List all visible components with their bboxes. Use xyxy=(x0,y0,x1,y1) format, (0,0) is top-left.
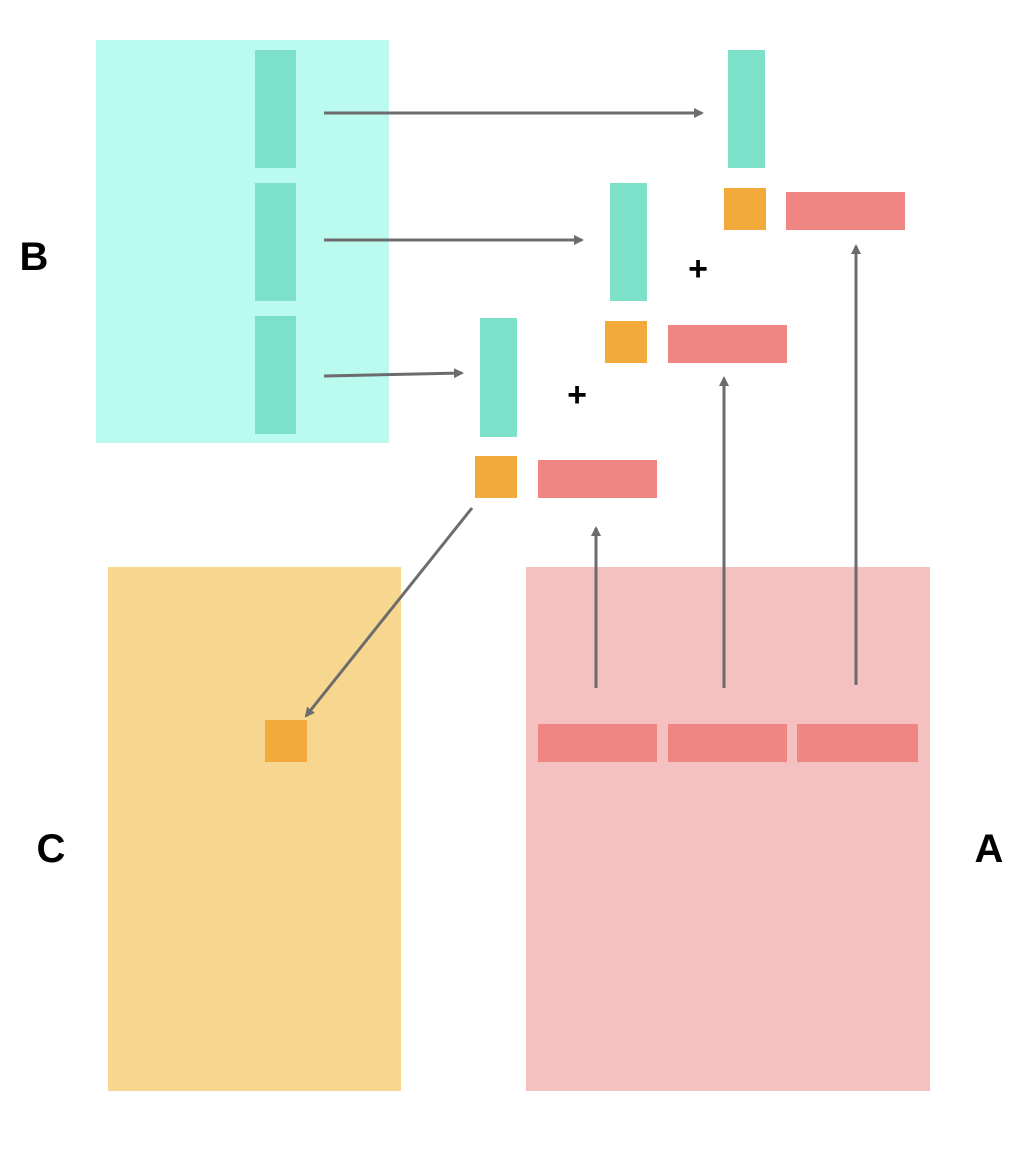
product-group-1-row xyxy=(538,460,657,498)
product-group-2-row xyxy=(668,325,787,363)
matrix-a-row-3 xyxy=(797,724,918,762)
product-group-3-row xyxy=(786,192,905,230)
matrix-a-row-2 xyxy=(668,724,787,762)
matrix-b-column-1 xyxy=(255,50,296,168)
matrix-a-background xyxy=(526,567,930,1091)
arrow-b-column-3 xyxy=(323,368,464,379)
product-group-2 xyxy=(605,183,787,363)
matrix-c xyxy=(108,567,401,1091)
product-group-3-column xyxy=(728,50,765,168)
matrix-c-label: C xyxy=(37,827,66,871)
matrix-b-label: B xyxy=(20,235,49,279)
product-group-1-cell xyxy=(475,456,517,498)
matrix-a-row-1 xyxy=(538,724,657,762)
arrow-to-c-cell xyxy=(304,507,474,718)
matrix-c-background xyxy=(108,567,401,1091)
product-group-3 xyxy=(724,50,905,230)
plus-sign-upper: + xyxy=(688,250,708,288)
matrix-a xyxy=(526,567,930,1091)
product-group-1 xyxy=(475,318,657,498)
product-group-3-cell xyxy=(724,188,766,230)
product-group-2-column xyxy=(610,183,647,301)
plus-sign-lower: + xyxy=(567,376,587,414)
matrix-a-label: A xyxy=(975,827,1004,871)
matrix-b-column-2 xyxy=(255,183,296,301)
matrix-c-result-cell xyxy=(265,720,307,762)
product-group-1-column xyxy=(480,318,517,437)
product-group-2-cell xyxy=(605,321,647,363)
matrix-b-column-3 xyxy=(255,316,296,434)
